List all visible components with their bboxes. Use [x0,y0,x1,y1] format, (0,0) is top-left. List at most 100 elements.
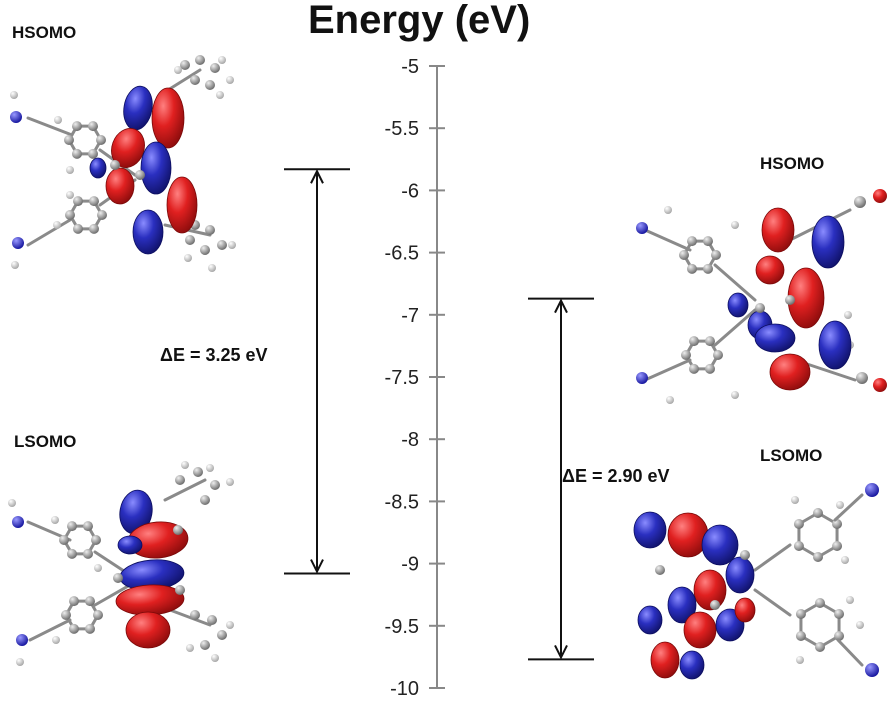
bond [168,608,212,627]
carbon-atom [687,236,697,247]
orbital-lobe-positive [151,87,185,149]
gap-arrow-head-up [310,169,324,184]
carbon-atom [705,336,715,347]
hydrogen-atom [841,556,849,564]
carbon-atom [175,475,185,485]
hydrogen-atom [731,391,739,399]
carbon-atom [210,63,220,73]
hsomo-left-label: HSOMO [12,23,77,42]
gap-arrow-head-down [310,559,324,574]
bond [26,218,72,247]
axis-title: Energy (eV) [308,0,531,42]
orbital-lobe-negative [123,85,153,131]
bond [753,588,792,617]
carbon-atom [655,565,665,575]
bond [643,358,692,382]
lsomo-left-label: LSOMO [14,432,77,451]
carbon-atom [854,196,866,208]
carbon-atom [59,535,69,545]
hydrogen-atom [54,116,62,124]
hydrogen-atom [184,254,192,262]
carbon-atom [200,245,210,255]
hydrogen-atom [791,496,799,504]
carbon-atom [135,170,145,180]
carbon-atom [200,640,210,650]
orbital-lobe-negative [89,157,107,179]
carbon-atom [173,525,183,535]
bond [93,583,132,607]
carbon-atom [110,160,120,170]
tick-label: -6 [401,180,419,202]
oxygen-or-lobe [873,378,887,392]
axis-tick: -5 [401,56,445,78]
bond [713,308,757,347]
orbital-lobe-positive [683,611,717,649]
carbon-atom [795,631,806,641]
bond [643,228,692,252]
gap-left-label: ΔE = 3.25 eV [160,345,268,365]
tick-label: -10 [390,678,419,700]
carbon-atom [793,541,804,551]
carbon-atom [89,196,99,207]
carbon-atom [175,585,185,595]
orbital-lobe-negative [140,141,172,195]
hydrogen-atom [856,621,864,629]
hydrogen-atom [53,221,61,229]
hydrogen-atom [66,166,74,174]
axis-tick: -8.5 [385,491,445,513]
carbon-atom [834,609,845,619]
hydrogen-atom [51,516,59,524]
carbon-atom [711,250,721,260]
tick-label: -9.5 [385,616,419,638]
axis-tick: -9.5 [385,616,445,638]
hydrogen-atom [94,564,102,572]
carbon-atom [73,223,83,234]
energy-axis: -5 -5.5 -6 -6.5 -7 -7.5 -8 -8.5 -9 -9.5 -10 [385,56,445,700]
orbital-lobe-positive [755,255,785,285]
carbon-atom [83,548,93,559]
orbital-lobe-negative [633,511,667,549]
carbon-atom [113,573,123,583]
carbon-atom [85,596,95,607]
orbital-lobe-positive [650,641,680,679]
orbital-lobe-positive [667,512,709,558]
orbital-lobe-negative [754,323,796,353]
carbon-atom [88,148,98,159]
carbon-atom [205,225,215,235]
carbon-atom [96,135,106,145]
carbon-atom [72,148,82,159]
orbital-lobe-positive [166,176,198,234]
carbon-atom [713,350,723,360]
carbon-atom [97,210,107,220]
carbon-atom [832,541,843,551]
carbon-atom [72,121,82,132]
tick-label: -6.5 [385,243,419,265]
carbon-atom [210,480,220,490]
oxygen-or-lobe [873,189,887,203]
carbon-atom [687,263,697,274]
hsomo-right-label: HSOMO [760,154,825,173]
gap-arrow-head-up [554,298,568,314]
carbon-atom [61,610,71,620]
hsomo-left-orbital-image [10,55,236,272]
carbon-atom [83,521,93,532]
nitrogen-atom [865,663,879,677]
hydrogen-atom [731,221,739,229]
hydrogen-atom [16,658,24,666]
orbital-lobe-positive [761,207,795,253]
orbital-lobe-negative [818,320,852,370]
gap-arrow-head-down [554,644,568,660]
nitrogen-atom [12,516,24,528]
carbon-atom [205,80,215,90]
nitrogen-atom [16,634,28,646]
orbital-lobe-positive [693,569,727,611]
carbon-atom [681,350,691,360]
hydrogen-atom [216,91,224,99]
carbon-atom [813,508,823,518]
carbon-atom [64,135,74,145]
tick-label: -7.5 [385,367,419,389]
orbital-lobe-negative [701,524,739,566]
hydrogen-atom [836,501,844,509]
hydrogen-atom [206,464,214,472]
orbital-lobe-negative [117,535,143,555]
